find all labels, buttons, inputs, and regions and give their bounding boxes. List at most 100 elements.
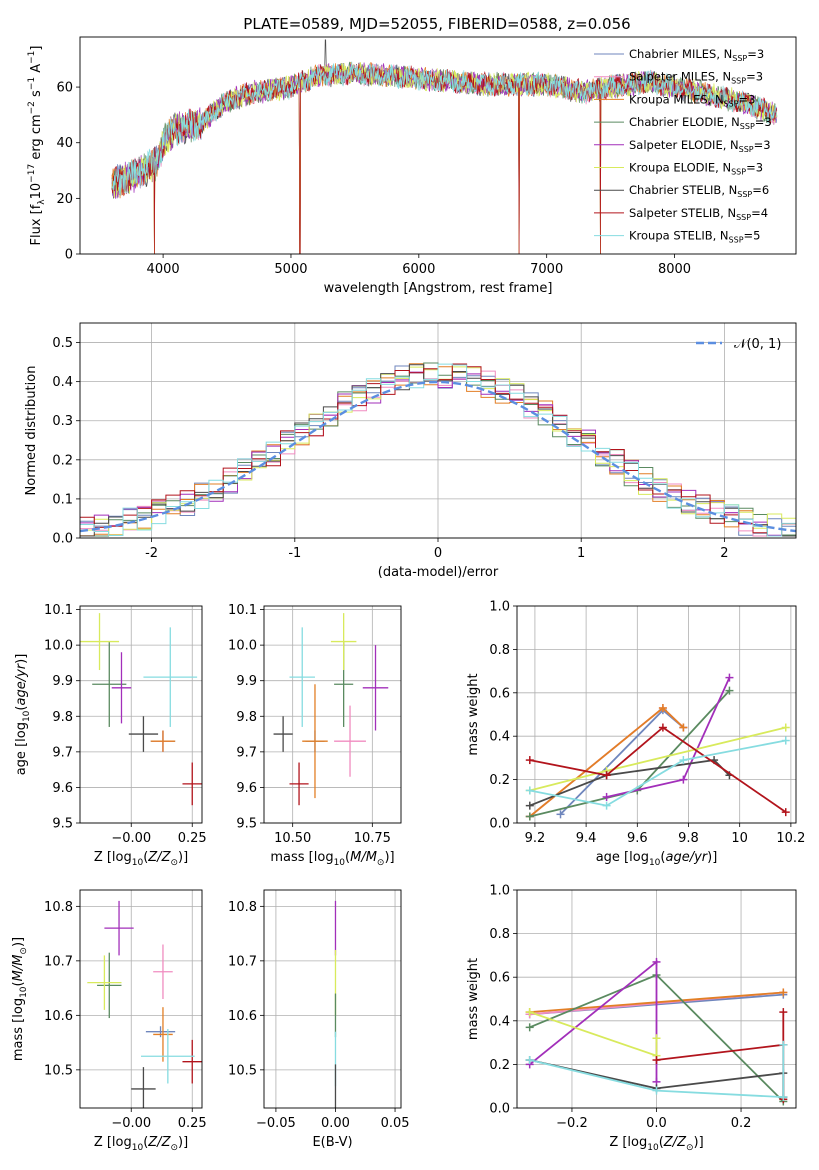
y-tick-label: 0.8: [489, 927, 510, 942]
y-tick-label: 9.7: [52, 745, 73, 760]
y-tick-label: 0.6: [489, 971, 510, 986]
y-tick-label: 0.0: [489, 1102, 510, 1117]
y-tick-label: 9.6: [236, 781, 257, 796]
x-tick-label: −0.05: [256, 1116, 296, 1131]
series-line: [529, 726, 787, 792]
series-line: [606, 677, 731, 798]
x-tick-label: 4000: [147, 262, 180, 277]
spectrum-line: [111, 63, 778, 254]
y-tick-label: 9.8: [52, 710, 73, 725]
y-tick-label: 10.5: [44, 1063, 73, 1078]
legend-label: Salpeter ELODIE, NSSP=3: [629, 138, 771, 154]
x-tick-label: 0.2: [731, 1116, 752, 1131]
y-tick-label: 9.9: [52, 674, 73, 689]
y-tick-label: 9.8: [236, 710, 257, 725]
y-tick-label: 10.8: [44, 900, 73, 915]
x-tick-label: 10: [731, 831, 748, 846]
legend-label: Kroupa MILES, NSSP=3: [629, 92, 755, 108]
legend-label: Chabrier MILES, NSSP=3: [629, 47, 764, 63]
legend: Chabrier MILES, NSSP=3 Salpeter MILES, NS…: [594, 47, 772, 245]
x-tick-label: 0.25: [178, 1116, 207, 1131]
x-tick-label: −0.00: [111, 1116, 151, 1131]
legend-label: Chabrier ELODIE, NSSP=3: [629, 115, 772, 131]
figure-title: PLATE=0589, MJD=52055, FIBERID=0588, z=0…: [243, 15, 630, 33]
axes-frame: [516, 605, 797, 824]
x-axis-label: age [log10(age/yr)]: [596, 850, 718, 868]
x-axis-label: Z [log10(Z/Z⊙)]: [94, 1135, 188, 1153]
x-axis-label: mass [log10(M/M⊙)]: [270, 850, 394, 868]
y-tick-label: 0.5: [52, 336, 73, 351]
panel-residual_distribution: -2 -1 0 1 2 0.0 0.1 0.2 0.3 0.4 0.5 (data-model)/er…: [24, 322, 797, 580]
panel-mass_weight_vs_age: 9.2 9.4 9.6 9.8 10 10.2 0.0 0.2 0.4 0.6 0.8 1.0 age …: [466, 600, 805, 869]
y-tick-label: 0.2: [52, 453, 73, 468]
y-tick-label: 10.6: [228, 1009, 257, 1024]
x-tick-label: 5000: [274, 262, 307, 277]
y-axis-label: age [log10(age/yr)]: [14, 654, 32, 776]
panel-mass_vs_EBV: −0.05 0.00 0.05 10.5 10.6 10.7 10.8 E(B-V): [228, 889, 410, 1150]
legend-label: Salpeter MILES, NSSP=3: [629, 70, 763, 86]
y-tick-label: 0.4: [489, 730, 510, 745]
x-tick-label: 9.2: [525, 831, 546, 846]
y-tick-label: 9.5: [236, 817, 257, 832]
x-tick-label: 0.0: [646, 1116, 667, 1131]
y-axis-label: Flux [fλ10−17 erg cm−2 s−1 A−1]: [27, 46, 47, 246]
y-tick-label: 0.4: [489, 1014, 510, 1029]
y-tick-label: 9.5: [52, 817, 73, 832]
y-tick-label: 0.2: [489, 1058, 510, 1073]
y-axis-label: mass weight: [466, 673, 481, 755]
y-tick-label: 1.0: [489, 884, 510, 899]
y-tick-label: 9.9: [236, 674, 257, 689]
normal-curve: [79, 380, 797, 533]
legend-label: Kroupa STELIB, NSSP=5: [629, 229, 760, 245]
x-tick-label: 9.8: [678, 831, 699, 846]
axes-frame: [516, 889, 797, 1109]
y-tick-label: 10.1: [44, 603, 73, 618]
series-line: [529, 1044, 785, 1099]
y-tick-label: 1.0: [489, 600, 510, 615]
axes-frame: [263, 889, 402, 1109]
y-tick-label: 10.1: [228, 603, 257, 618]
axes-frame: [263, 605, 402, 824]
x-tick-label: −0.2: [556, 1116, 588, 1131]
legend-label: Salpeter STELIB, NSSP=4: [629, 206, 768, 222]
y-tick-label: 10.6: [44, 1009, 73, 1024]
legend-label: Kroupa ELODIE, NSSP=3: [629, 161, 763, 177]
legend-label: Chabrier STELIB, NSSP=6: [629, 183, 769, 199]
y-tick-label: 9.6: [52, 781, 73, 796]
y-tick-label: 10.0: [44, 639, 73, 654]
x-tick-label: 8000: [658, 262, 691, 277]
panel-spectrum: 4000 5000 6000 7000 8000 0 20 40 60 wavelength [A…: [27, 36, 797, 296]
y-tick-label: 0.4: [52, 375, 73, 390]
x-tick-label: 0: [434, 546, 442, 561]
spectrum-line: [111, 61, 778, 196]
x-tick-label: 0.05: [381, 1116, 410, 1131]
x-axis-label: Z [log10(Z/Z⊙)]: [94, 850, 188, 868]
x-tick-label: 9.6: [627, 831, 648, 846]
x-tick-label: 10.2: [776, 831, 805, 846]
y-tick-label: 10.7: [44, 954, 73, 969]
x-tick-label: −0.00: [111, 831, 151, 846]
x-tick-label: -1: [288, 546, 301, 561]
y-tick-label: 0.8: [489, 643, 510, 658]
y-tick-label: 0.3: [52, 414, 73, 429]
x-tick-label: 0.25: [178, 831, 207, 846]
axes-frame: [79, 36, 797, 255]
x-tick-label: -2: [145, 546, 158, 561]
x-tick-label: 9.4: [576, 831, 597, 846]
y-axis-label: mass weight: [466, 958, 481, 1040]
y-axis-label: mass [log10(M/M⊙)]: [11, 937, 29, 1061]
panel-age_vs_Z: −0.00 0.25 9.5 9.6 9.7 9.8 9.9 10.0 10.1 Z [log10…: [14, 603, 207, 868]
x-axis-label: E(B-V): [312, 1135, 352, 1150]
y-tick-label: 10.7: [228, 954, 257, 969]
axes-frame: [79, 322, 797, 539]
y-tick-label: 40: [56, 136, 73, 151]
x-tick-label: 2: [720, 546, 728, 561]
y-tick-label: 60: [56, 81, 73, 96]
series-line: [529, 739, 786, 807]
axes-frame: [79, 605, 203, 824]
y-tick-label: 20: [56, 192, 73, 207]
y-tick-label: 10.0: [228, 639, 257, 654]
x-tick-label: 10.75: [354, 831, 391, 846]
x-axis-label: wavelength [Angstrom, rest frame]: [324, 281, 553, 296]
